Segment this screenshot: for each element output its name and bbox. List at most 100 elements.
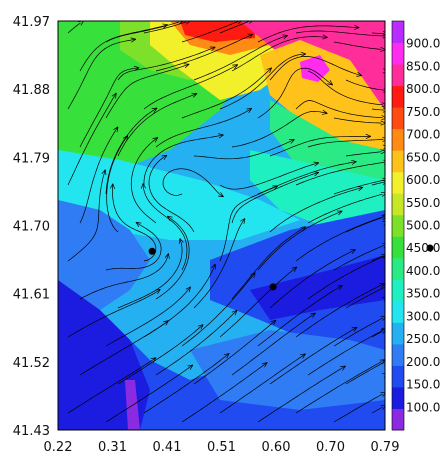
streamline-arrow xyxy=(381,115,385,121)
streamline xyxy=(295,161,385,186)
streamline-arrow xyxy=(232,64,239,70)
streamline xyxy=(307,193,383,224)
streamline-arrow xyxy=(351,326,358,332)
streamline xyxy=(181,67,272,119)
streamline xyxy=(231,36,328,72)
streamline xyxy=(193,218,246,309)
streamline xyxy=(193,319,277,385)
streamline xyxy=(371,255,384,262)
streamline xyxy=(79,126,119,224)
colorbar-segment xyxy=(392,343,404,366)
streamline xyxy=(67,289,161,338)
colorbar-tick-label: 150.0 xyxy=(406,378,440,392)
streamline-arrow xyxy=(101,169,107,176)
streamline xyxy=(143,21,187,34)
y-tick-label: 41.79 xyxy=(13,151,50,166)
streamline-arrow xyxy=(151,107,158,113)
colorbar-tick-label: 500.0 xyxy=(406,219,440,233)
streamline-arrow xyxy=(354,24,360,30)
colorbar-segment xyxy=(392,214,404,237)
plot-area xyxy=(58,21,385,430)
streamline-arrow xyxy=(209,46,216,52)
streamline xyxy=(333,179,385,195)
streamline xyxy=(193,139,295,160)
streamline-arrow xyxy=(266,67,273,73)
colorbar-segment xyxy=(392,300,404,323)
streamline xyxy=(371,406,383,414)
streamline xyxy=(307,255,385,300)
streamline-arrow xyxy=(191,92,198,98)
streamline xyxy=(155,215,190,300)
y-tick-label: 41.43 xyxy=(13,424,50,439)
colorbar-tick-label: 350.0 xyxy=(406,287,440,301)
streamline xyxy=(257,161,357,195)
streamline xyxy=(79,24,168,72)
streamline xyxy=(295,361,382,414)
streamline-arrow xyxy=(340,365,346,371)
streamline-arrow xyxy=(140,183,146,189)
streamline xyxy=(333,244,385,271)
streamline-arrow xyxy=(122,135,129,141)
colorbar-tick-label: 750.0 xyxy=(406,105,440,119)
colorbar-tick-label: 300.0 xyxy=(406,309,440,323)
colorbar-segment xyxy=(392,128,404,151)
streamlines xyxy=(67,21,385,423)
streamline-arrow xyxy=(382,33,385,39)
streamline-arrow xyxy=(223,353,230,359)
streamline-arrow xyxy=(382,31,385,37)
streamline xyxy=(106,135,129,233)
streamline xyxy=(112,183,157,262)
streamline-arrow xyxy=(350,249,356,254)
streamline-arrow xyxy=(321,109,328,115)
streamline xyxy=(193,35,288,81)
colorbar-segment xyxy=(392,107,404,130)
streamline-arrow xyxy=(270,319,277,326)
streamline xyxy=(105,364,194,423)
streamline-arrow xyxy=(261,362,268,368)
streamline xyxy=(67,357,157,414)
contour-fill-pink xyxy=(300,55,330,82)
colorbar-tick-label: 700.0 xyxy=(406,128,440,142)
streamline xyxy=(67,22,81,34)
x-tick-label: 0.70 xyxy=(316,440,345,455)
plot-frame xyxy=(57,20,386,431)
colorbar-tick-label: 250.0 xyxy=(406,332,440,346)
streamline xyxy=(345,79,385,91)
streamline-arrow xyxy=(365,133,372,139)
streamline-arrow xyxy=(135,221,142,228)
streamline xyxy=(67,38,137,110)
streamline xyxy=(219,162,319,190)
streamline xyxy=(79,67,140,148)
streamline xyxy=(143,263,216,338)
point-marker xyxy=(148,247,156,255)
streamline-arrow xyxy=(109,183,115,189)
streamline xyxy=(371,181,384,186)
x-tick-label: 0.60 xyxy=(262,440,291,455)
streamline xyxy=(257,210,343,271)
streamline xyxy=(231,171,319,224)
streamline xyxy=(67,92,117,186)
streamline xyxy=(269,186,363,233)
colorbar-tick-label: 100.0 xyxy=(406,400,440,414)
streamline xyxy=(117,46,216,81)
colorbar-segment xyxy=(392,150,404,173)
x-tick-label: 0.79 xyxy=(371,440,400,455)
streamline xyxy=(333,117,382,124)
streamline-arrow xyxy=(313,161,320,167)
streamline-arrow xyxy=(351,159,357,165)
point-marker xyxy=(269,283,277,291)
streamline-arrow xyxy=(380,316,385,321)
contour-fill-light-lower xyxy=(190,330,385,410)
colorbar-tick-label: 800.0 xyxy=(406,82,440,96)
streamline xyxy=(105,63,190,119)
streamline xyxy=(345,151,382,157)
colorbar-tick-label: 550.0 xyxy=(406,196,440,210)
streamline xyxy=(219,353,306,414)
colorbar-segment xyxy=(392,21,404,44)
streamline-arrow xyxy=(382,285,385,290)
streamline xyxy=(219,266,298,338)
streamline-arrow xyxy=(161,154,168,160)
streamline xyxy=(295,215,385,262)
streamline xyxy=(295,30,384,37)
streamline-arrow xyxy=(380,191,385,197)
